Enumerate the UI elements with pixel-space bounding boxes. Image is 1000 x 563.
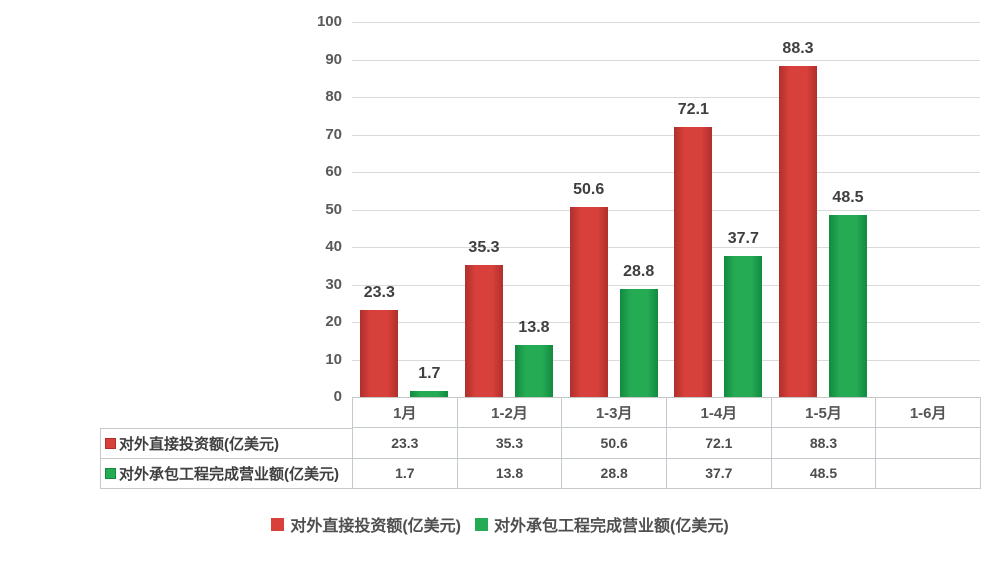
y-axis-tick-label: 40 (325, 238, 342, 255)
legend-item-2: 对外承包工程完成营业额(亿美元) (475, 512, 729, 536)
table-cell: 35.3 (456, 428, 562, 459)
table-cell: 48.5 (770, 458, 876, 489)
gridline-50 (352, 209, 980, 211)
bar-value-label: 23.3 (363, 283, 395, 301)
gridline-10 (352, 359, 980, 361)
table-cell: 37.7 (666, 458, 771, 489)
legend-swatch-icon (271, 517, 285, 531)
bar-value-label: 48.5 (832, 189, 864, 207)
bar-value-label: 1.7 (418, 364, 441, 382)
table-cell: 1.7 (352, 458, 457, 489)
table-cell: 72.1 (666, 428, 771, 459)
table-header-1月: 1月 (352, 397, 457, 428)
gridline-100 (352, 22, 980, 23)
table-header-1-6月: 1-6月 (875, 397, 981, 428)
bar-value-label: 88.3 (782, 39, 814, 57)
series-name: 对外直接投资额(亿美元) (119, 435, 279, 453)
bar-series2-1-2月 (515, 345, 553, 397)
legend-item-1: 对外直接投资额(亿美元) (271, 512, 461, 536)
y-axis-tick-label: 30 (325, 275, 342, 293)
y-axis-tick-label: 70 (325, 125, 342, 143)
table-header-1-4月: 1-4月 (666, 397, 771, 428)
y-axis-tick-label: 100 (316, 13, 342, 30)
table-cell: 13.8 (456, 458, 562, 489)
gridline-80 (352, 97, 980, 98)
bar-value-label: 28.8 (623, 263, 655, 280)
table-header-1-5月: 1-5月 (770, 397, 876, 428)
y-axis-tick-label: 0 (333, 388, 342, 405)
gridline-70 (352, 134, 980, 136)
y-axis-tick-label: 20 (325, 313, 342, 330)
table-row-label: 对外直接投资额(亿美元) (100, 428, 352, 459)
y-axis-tick-label: 90 (325, 50, 342, 68)
gridline-60 (352, 172, 980, 173)
bar-value-label: 50.6 (573, 181, 605, 199)
y-axis-tick-label: 60 (325, 163, 342, 180)
bar-series1-1月 (360, 309, 399, 397)
table-header-1-2月: 1-2月 (456, 397, 562, 428)
bar-series1-1-2月 (465, 264, 503, 397)
table-cell (875, 458, 981, 489)
series-name: 对外承包工程完成营业额(亿美元) (119, 465, 339, 483)
bar-series2-1月 (410, 390, 449, 397)
legend-label: 对外承包工程完成营业额(亿美元) (494, 518, 729, 535)
legend-key-icon (105, 437, 116, 449)
gridline-20 (352, 322, 980, 323)
table-cell: 50.6 (561, 428, 666, 459)
table-cell: 88.3 (770, 428, 876, 459)
bar-series1-1-5月 (779, 65, 817, 397)
y-axis-tick-label: 80 (325, 88, 342, 105)
bar-series2-1-3月 (619, 289, 658, 397)
gridline-30 (352, 284, 980, 286)
bar-series1-1-4月 (674, 126, 713, 397)
y-axis-tick-label: 10 (325, 350, 342, 368)
bar-series2-1-4月 (724, 255, 763, 397)
bar-series1-1-3月 (569, 207, 608, 397)
bar-value-label: 13.8 (518, 319, 550, 337)
bar-series2-1-5月 (829, 215, 867, 397)
gridline-90 (352, 59, 980, 61)
legend-key-icon (105, 467, 116, 479)
chart-legend: 对外直接投资额(亿美元) 对外承包工程完成营业额(亿美元) (0, 512, 1000, 536)
bar-value-label: 37.7 (727, 229, 759, 247)
table-cell: 28.8 (561, 458, 666, 489)
legend-label: 对外直接投资额(亿美元) (290, 518, 461, 535)
y-axis-tick-label: 50 (325, 200, 342, 218)
bar-value-label: 35.3 (468, 238, 500, 256)
legend-swatch-icon (475, 517, 488, 531)
table-cell (875, 428, 981, 459)
table-cell: 23.3 (352, 428, 457, 459)
gridline-40 (352, 247, 980, 248)
table-row-label: 对外承包工程完成营业额(亿美元) (100, 458, 352, 489)
table-header-1-3月: 1-3月 (561, 397, 666, 428)
bar-value-label: 72.1 (677, 100, 709, 118)
